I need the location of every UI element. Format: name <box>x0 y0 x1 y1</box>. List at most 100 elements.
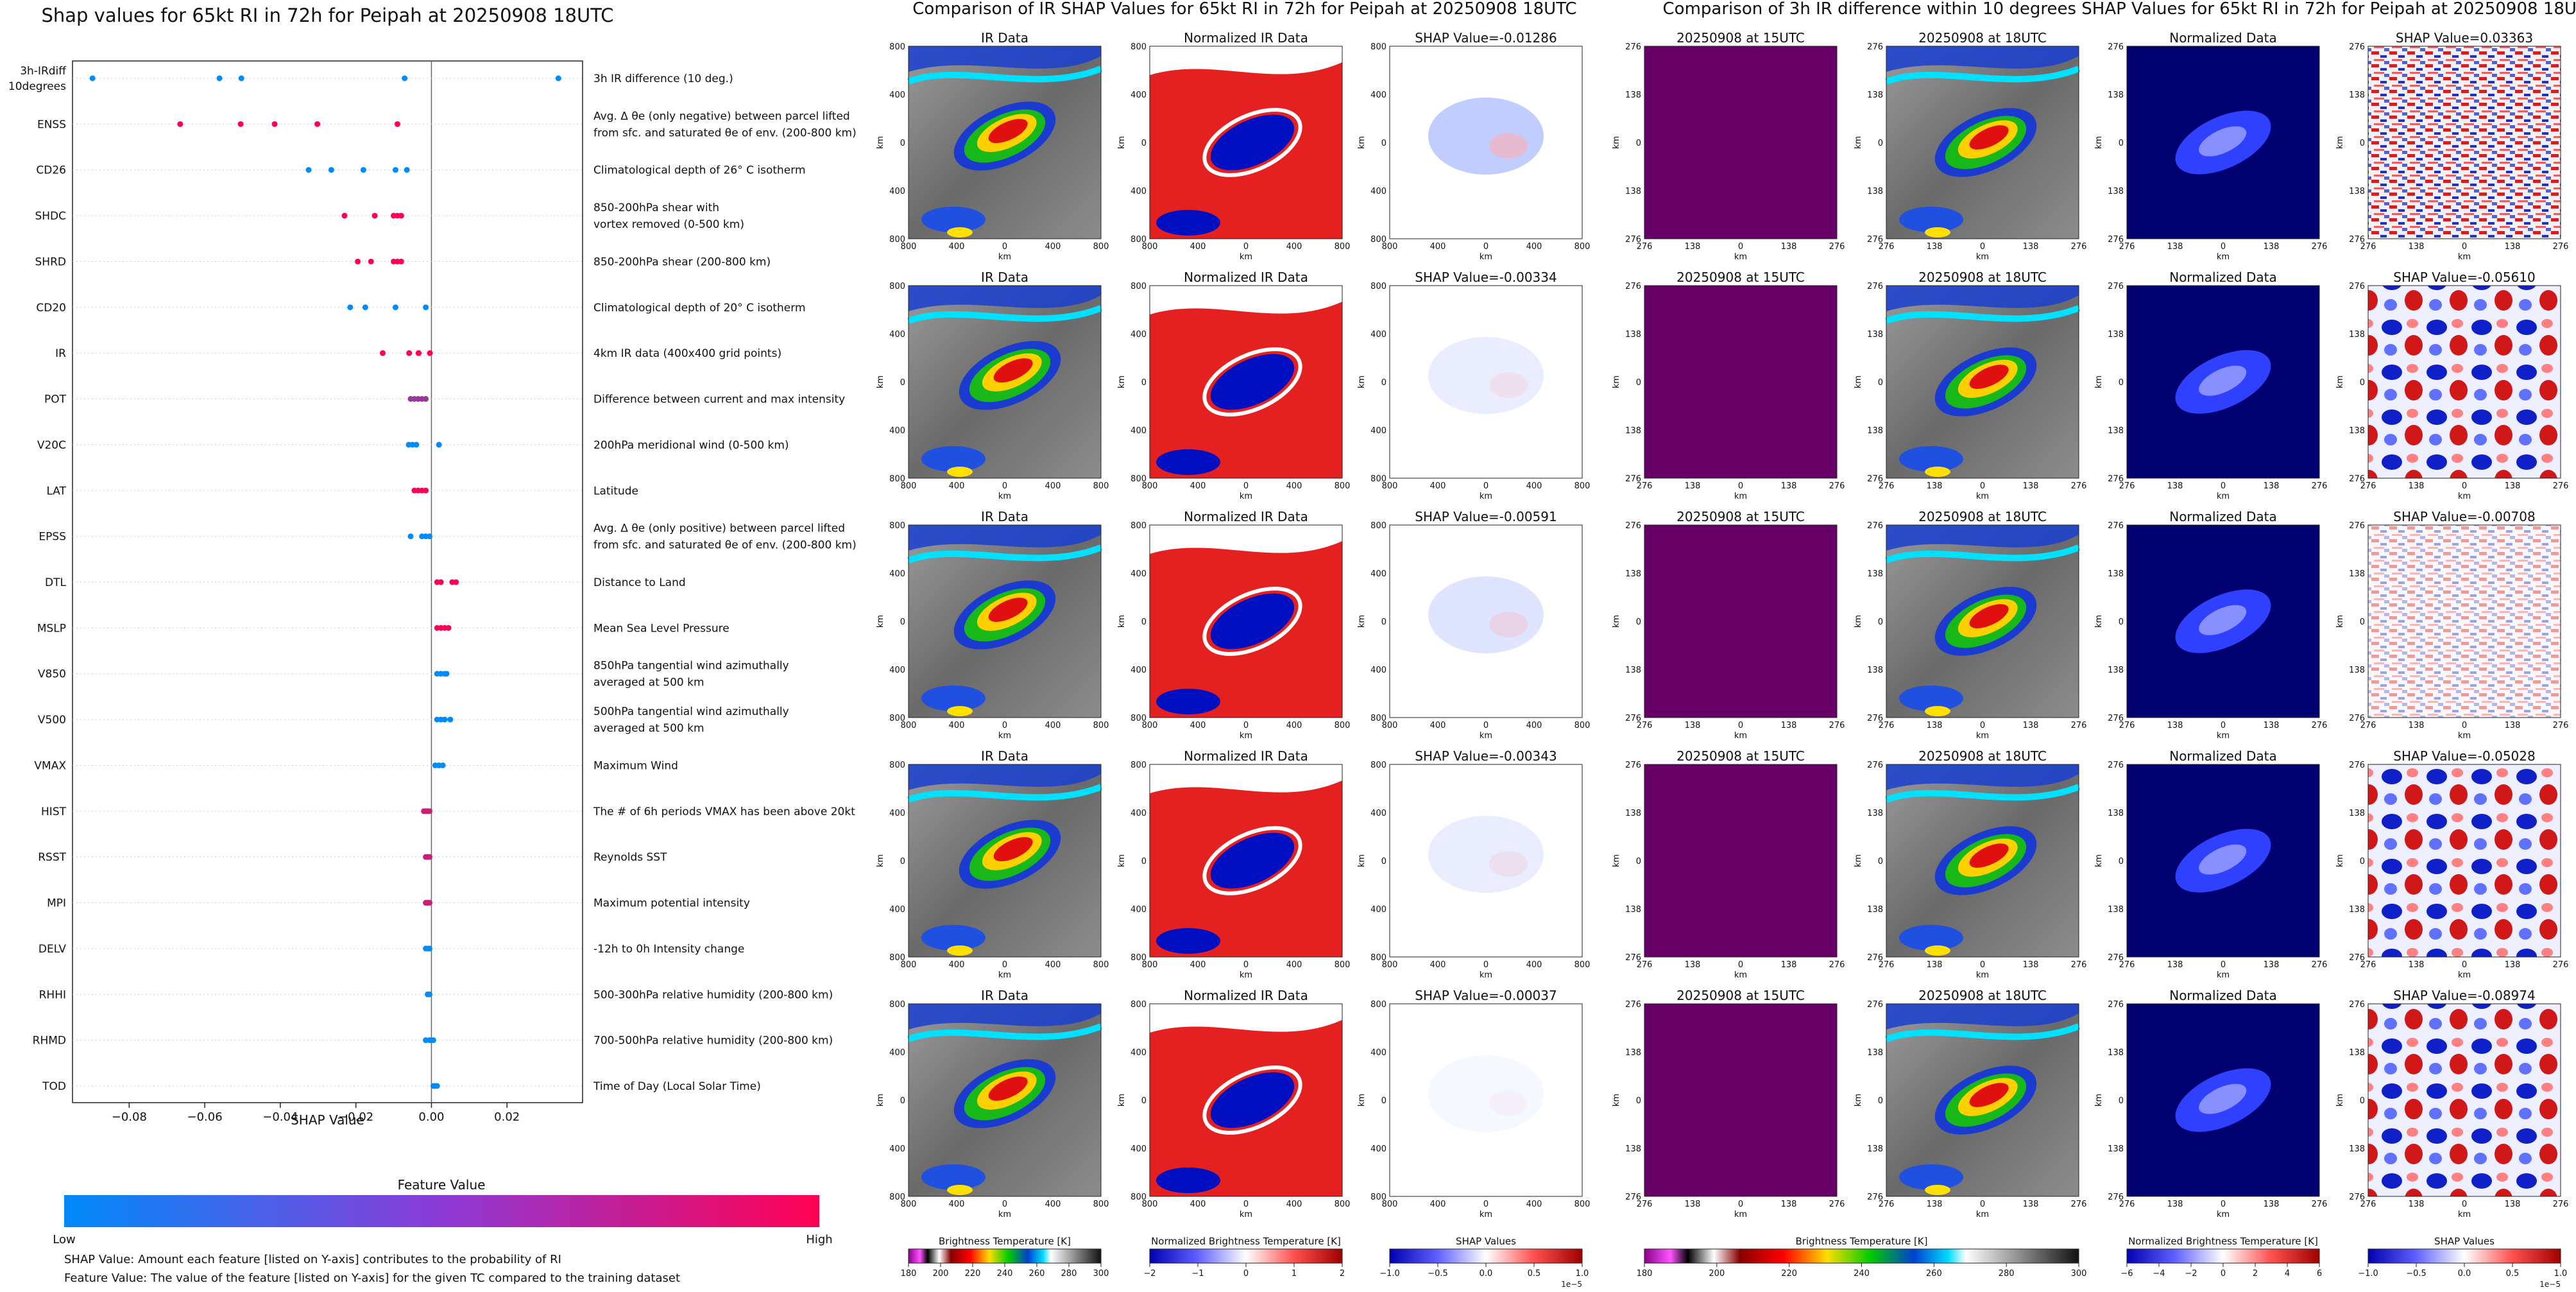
y-tick-label: 276 <box>2349 761 2365 770</box>
feature-code-label: POT <box>44 393 67 406</box>
x-tick-label: 276 <box>2312 242 2328 252</box>
y-axis-label: km <box>1854 615 1863 628</box>
normalized-storm-edge <box>1202 587 1302 656</box>
shap-point <box>443 671 450 677</box>
x-tick-label: 800 <box>1142 1200 1158 1209</box>
y-axis-label: km <box>1357 854 1367 867</box>
shap-point <box>362 304 368 311</box>
y-tick-label: 0 <box>2360 139 2365 148</box>
x-axis-label: km <box>1734 492 1747 501</box>
feature-description-label: -12h to 0h Intensity change <box>593 943 744 956</box>
cloud-band <box>1886 1004 2079 1029</box>
x-tick-label: 800 <box>901 721 917 730</box>
x-tick-label: 138 <box>2409 1200 2425 1209</box>
x-tick-label: 0 <box>1738 242 1743 252</box>
shap-point <box>328 167 334 173</box>
x-tick-label: 400 <box>949 242 965 252</box>
shap-point <box>423 304 429 311</box>
colorbar-tick-label: −2 <box>2185 1269 2197 1279</box>
ir-shap-title: SHAP Value=-0.00037 <box>1415 988 1557 1003</box>
x-axis-label: km <box>1240 1210 1252 1219</box>
x-tick-label: 138 <box>1927 242 1943 252</box>
x-axis-label: km <box>1480 252 1492 262</box>
x-tick-label: 400 <box>1045 1200 1061 1209</box>
colorbar-tick-label: 0.0 <box>1480 1269 1493 1279</box>
y-axis-label: km <box>1117 615 1127 628</box>
y-axis-label: km <box>876 854 885 867</box>
y-tick-label: 138 <box>1625 330 1641 340</box>
right-panel: Comparison of 3h IR difference within 10… <box>1612 0 2576 1289</box>
y-tick-label: 138 <box>1867 90 1883 100</box>
ir-shap-title: SHAP Value=-0.01286 <box>1415 30 1557 46</box>
prev-time-field <box>1644 286 1837 478</box>
feature-code-label: CD26 <box>36 164 66 177</box>
ir-diff-shap-field <box>2368 764 2561 957</box>
colorbar-label: SHAP Values <box>1456 1236 1516 1247</box>
feature-code-label: HIST <box>41 805 67 818</box>
normalized-data-title: Normalized Data <box>2169 30 2277 46</box>
colorbar-exponent: 1e−5 <box>2539 1280 2561 1289</box>
shap-positive-region <box>1489 851 1528 877</box>
y-tick-label: 138 <box>1867 426 1883 436</box>
x-tick-label: 400 <box>1045 960 1061 970</box>
y-tick-label: 0 <box>1381 378 1386 388</box>
x-tick-label: 138 <box>2264 242 2280 252</box>
x-tick-label: 800 <box>1335 721 1351 730</box>
shap-point <box>398 258 404 264</box>
y-tick-label: 276 <box>1867 235 1883 245</box>
y-tick-label: 800 <box>1370 235 1386 245</box>
shap-negative-region <box>1428 816 1544 893</box>
y-axis-label: km <box>1117 854 1127 867</box>
cloud-cluster <box>921 446 985 472</box>
y-tick-label: 276 <box>1867 953 1883 963</box>
prev-time-field <box>1644 46 1837 239</box>
y-tick-label: 400 <box>1130 187 1147 196</box>
x-tick-label: 400 <box>949 960 965 970</box>
ir-diff-shap-field <box>2368 46 2561 239</box>
y-tick-label: 400 <box>889 90 905 100</box>
shap-point <box>394 121 400 127</box>
panel-frame <box>1886 524 2079 718</box>
cloud-cluster-core <box>947 706 973 716</box>
y-axis-label: km <box>2335 375 2345 388</box>
x-tick-label: 276 <box>2360 1200 2376 1209</box>
x-tick-label: 800 <box>1574 481 1591 491</box>
x-tick-label: 276 <box>2312 1200 2328 1209</box>
x-tick-label: 276 <box>2119 1200 2135 1209</box>
feature-description-label: Latitude <box>593 485 638 497</box>
y-tick-label: 400 <box>889 1144 905 1154</box>
feature-code-label: SHRD <box>35 255 66 268</box>
prev-time-field <box>1644 525 1837 718</box>
x-tick-label: 276 <box>2071 481 2087 491</box>
normalized-cloud-band <box>1150 525 1342 554</box>
footnote-feature-value: Feature Value: The value of the feature … <box>64 1271 680 1285</box>
y-tick-label: 0 <box>2360 1096 2365 1106</box>
shap-point <box>423 396 429 402</box>
x-tick-label: 400 <box>1430 481 1446 491</box>
x-tick-label: 138 <box>2264 1200 2280 1209</box>
shap-point <box>427 854 432 860</box>
shap-positive-region <box>1489 1090 1528 1116</box>
x-tick-label: 0 <box>2462 721 2467 730</box>
y-tick-label: 0 <box>1878 1096 1883 1106</box>
feature-description-label: Time of Day (Local Solar Time) <box>593 1080 761 1093</box>
cloud-band-edge <box>1885 1023 2080 1042</box>
y-tick-label: 276 <box>1625 282 1641 291</box>
panel-frame <box>1644 285 1838 479</box>
shap-point <box>237 121 244 127</box>
y-tick-label: 800 <box>1370 521 1386 531</box>
y-tick-label: 800 <box>889 1193 905 1202</box>
panel-frame <box>1389 524 1583 718</box>
y-tick-label: 0 <box>2119 857 2124 866</box>
x-axis-label: km <box>1240 731 1252 741</box>
colorbar-tick-label: −1 <box>1191 1269 1204 1279</box>
shap-point <box>347 304 354 311</box>
y-tick-label: 276 <box>2349 282 2365 291</box>
panel-frame <box>1149 285 1343 479</box>
y-tick-label: 276 <box>2108 282 2124 291</box>
shap-point <box>427 900 432 906</box>
cloud-band-edge <box>907 305 1102 324</box>
feature-description-label: vortex removed (0-500 km) <box>593 218 744 231</box>
x-tick-label: 800 <box>1142 481 1158 491</box>
x-tick-label: 800 <box>1574 960 1591 970</box>
